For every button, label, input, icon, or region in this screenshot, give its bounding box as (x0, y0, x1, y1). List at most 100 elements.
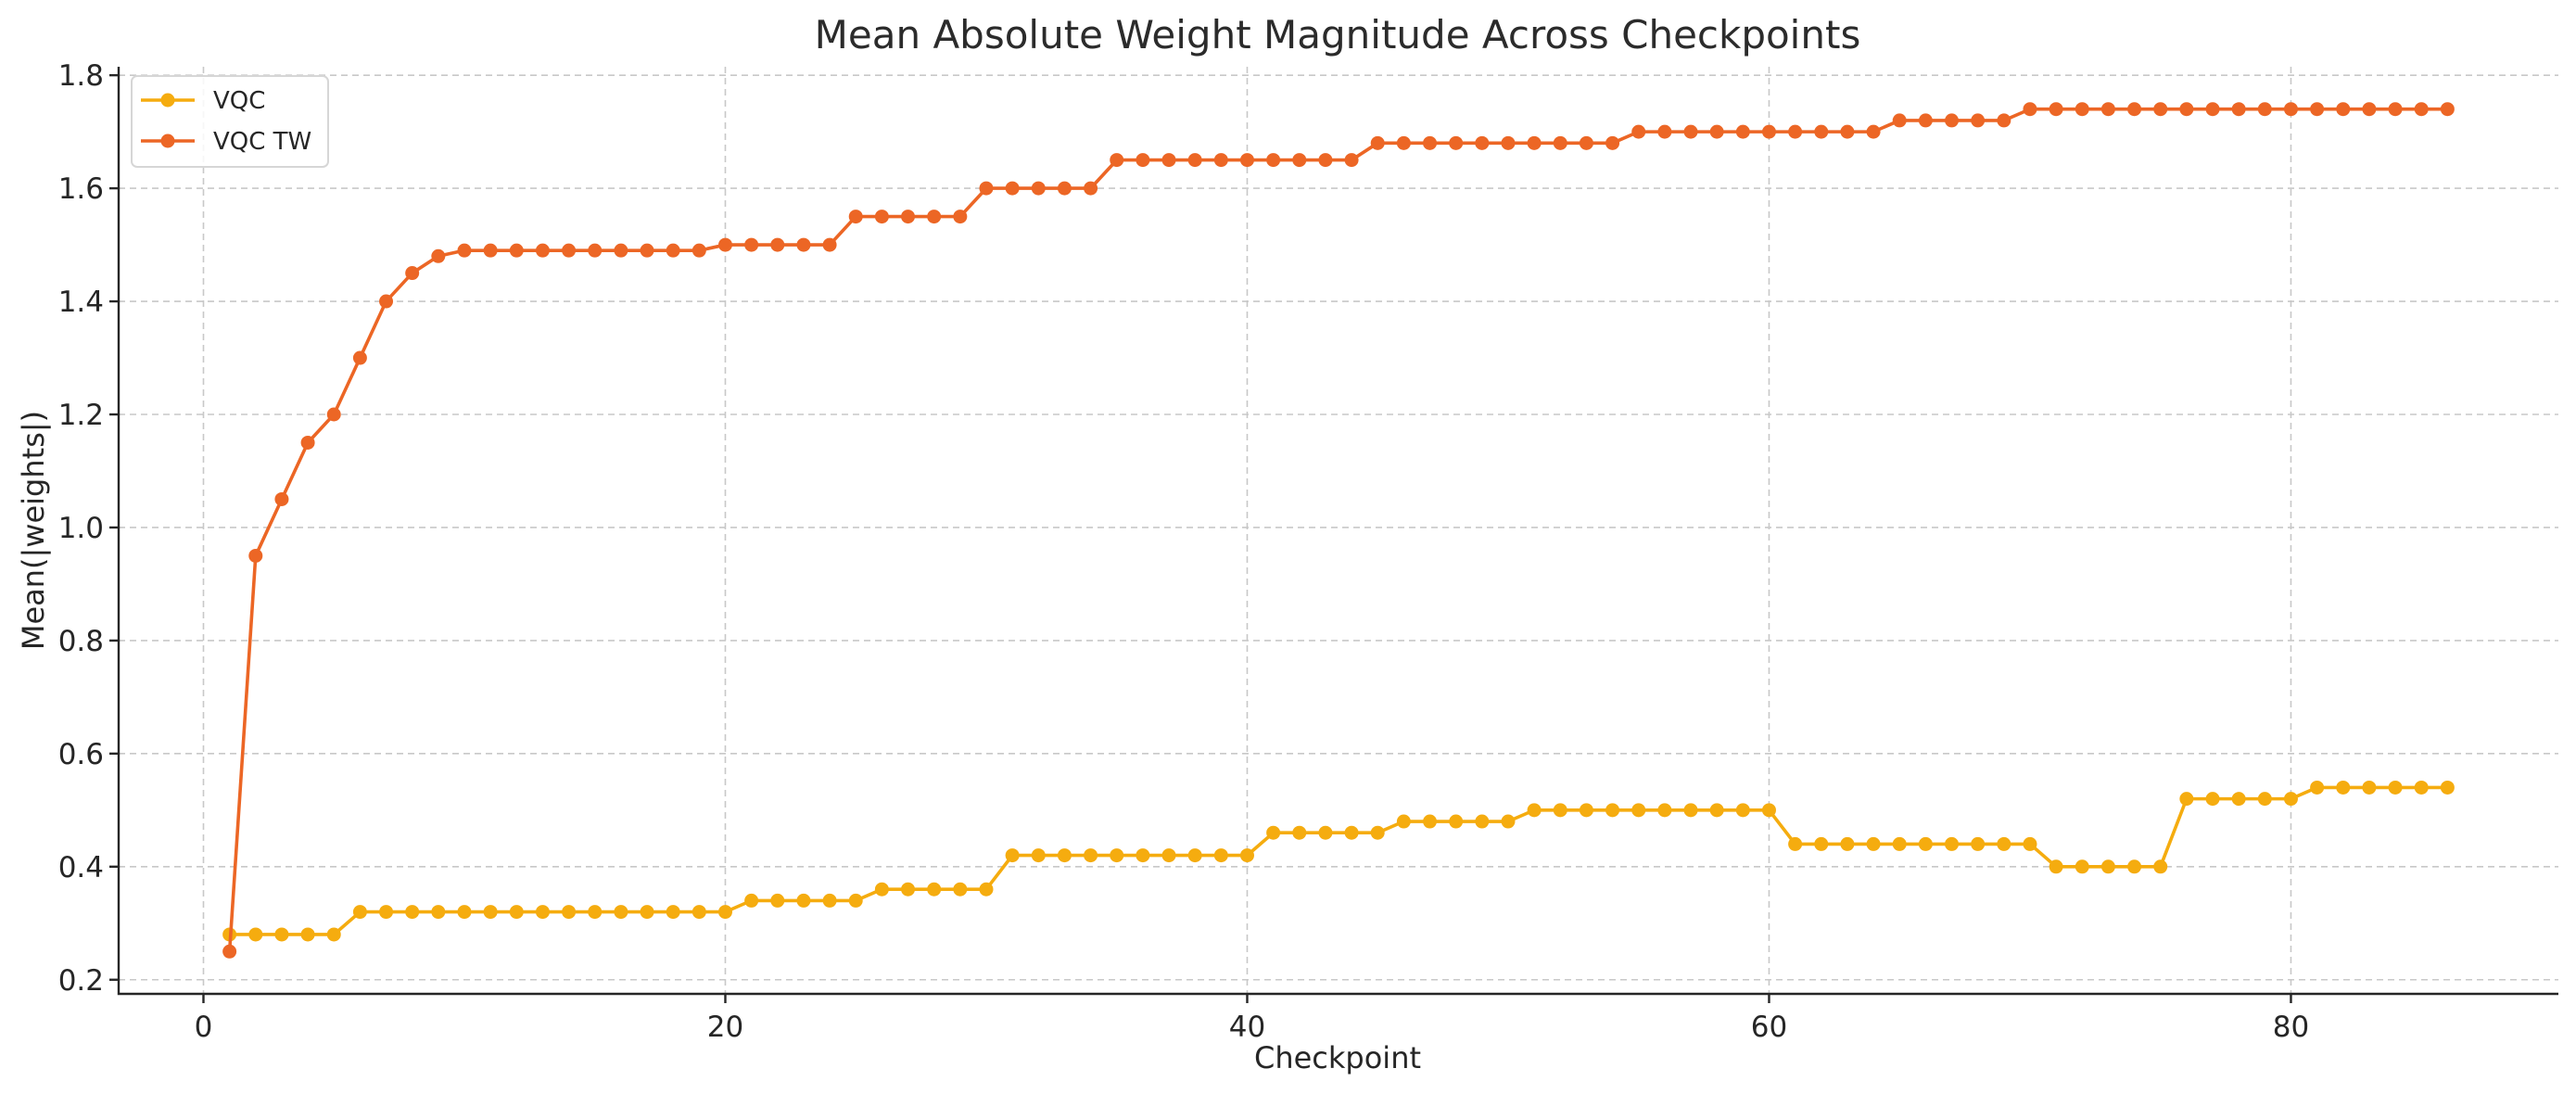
data-point (2310, 780, 2325, 795)
data-point (1631, 124, 1646, 139)
data-point (1370, 825, 1385, 840)
data-point (1057, 181, 1072, 196)
data-point (1396, 135, 1411, 150)
y-tick-label: 1.6 (58, 172, 104, 206)
data-point (2414, 780, 2429, 795)
data-point (1735, 803, 1750, 818)
data-point (1814, 124, 1829, 139)
data-point (953, 210, 968, 224)
y-tick-label: 0.2 (58, 964, 104, 998)
y-axis-label: Mean(|weights|) (16, 411, 51, 650)
data-point (2257, 792, 2272, 807)
data-point (1475, 135, 1490, 150)
data-point (2049, 102, 2063, 117)
series-2 (222, 102, 2455, 959)
legend-label: VQC (213, 87, 265, 115)
data-point (1788, 836, 1803, 851)
data-point (1057, 848, 1072, 863)
data-point (1344, 153, 1359, 168)
data-point (1945, 836, 1960, 851)
y-tick-label: 1.4 (58, 286, 104, 319)
legend-marker (160, 134, 175, 148)
data-point (1683, 803, 1698, 818)
data-point (483, 243, 498, 258)
data-point (1161, 153, 1176, 168)
data-point (692, 905, 706, 920)
data-point (379, 294, 394, 309)
data-point (2153, 102, 2168, 117)
data-point (222, 944, 237, 959)
data-point (2205, 792, 2220, 807)
data-point (1344, 825, 1359, 840)
data-point (1187, 153, 1202, 168)
data-point (744, 893, 759, 908)
data-point (1579, 803, 1593, 818)
data-point (1396, 814, 1411, 829)
data-point (405, 266, 420, 281)
data-point (2179, 102, 2194, 117)
data-point (431, 248, 446, 263)
data-point (2336, 780, 2351, 795)
data-point (1605, 803, 1620, 818)
data-point (2310, 102, 2325, 117)
data-point (248, 548, 263, 563)
data-point (717, 237, 732, 252)
data-point (1892, 836, 1907, 851)
data-point (1866, 124, 1881, 139)
x-tick-label: 0 (195, 1011, 213, 1044)
data-point (1709, 124, 1724, 139)
data-point (483, 905, 498, 920)
data-point (1423, 135, 1438, 150)
data-point (1997, 836, 2011, 851)
data-point (1084, 848, 1098, 863)
data-point (2283, 792, 2298, 807)
data-point (2257, 102, 2272, 117)
data-point (2440, 780, 2455, 795)
data-point (2153, 859, 2168, 874)
data-point (352, 905, 367, 920)
data-point (1579, 135, 1593, 150)
data-point (1005, 848, 1020, 863)
data-point (2362, 102, 2377, 117)
data-point (1761, 124, 1776, 139)
data-point (666, 905, 680, 920)
data-point (2336, 102, 2351, 117)
data-point (666, 243, 680, 258)
data-point (2205, 102, 2220, 117)
data-point (1370, 135, 1385, 150)
data-point (1005, 181, 1020, 196)
data-point (640, 243, 654, 258)
data-point (1527, 803, 1542, 818)
data-point (1892, 113, 1907, 128)
data-point (848, 210, 863, 224)
data-point (588, 905, 603, 920)
data-point (1945, 113, 1960, 128)
legend-label: VQC TW (213, 128, 311, 156)
y-tick-label: 1.0 (58, 512, 104, 545)
y-tick-label: 1.8 (58, 59, 104, 93)
data-point (822, 893, 837, 908)
x-tick-label: 20 (707, 1011, 743, 1044)
x-tick-label: 60 (1751, 1011, 1787, 1044)
data-point (588, 243, 603, 258)
data-point (874, 882, 889, 897)
data-point (431, 905, 446, 920)
data-point (300, 927, 315, 942)
data-point (1918, 113, 1933, 128)
data-point (1553, 803, 1567, 818)
data-point (1971, 113, 1986, 128)
data-point (1292, 153, 1307, 168)
data-point (1683, 124, 1698, 139)
data-point (848, 893, 863, 908)
data-point (901, 882, 916, 897)
x-axis-label: Checkpoint (1254, 1040, 1421, 1075)
data-point (2075, 102, 2089, 117)
data-point (1657, 124, 1672, 139)
data-point (562, 905, 577, 920)
data-point (979, 181, 994, 196)
data-point (1084, 181, 1098, 196)
data-point (1605, 135, 1620, 150)
data-point (1761, 803, 1776, 818)
series-1 (222, 780, 2455, 942)
